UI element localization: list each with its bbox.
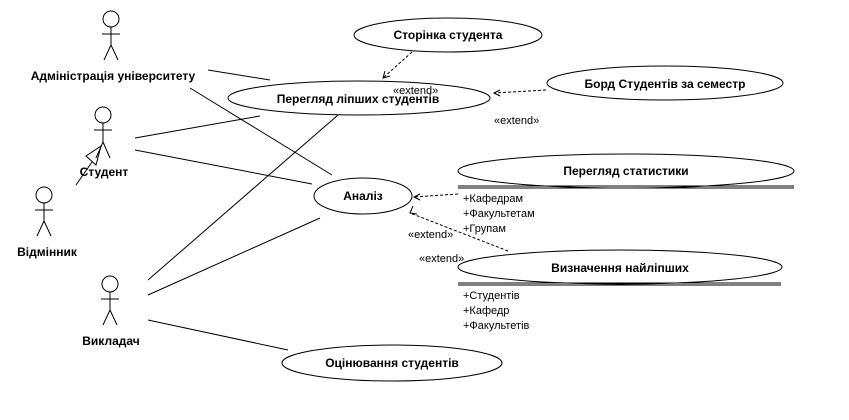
uc-board-label: Борд Студентів за семестр xyxy=(585,77,746,91)
stat-ext-point-1: +Факультетам xyxy=(463,208,535,220)
assoc-teacher-top xyxy=(147,114,339,281)
uc-analysis-label: Аналіз xyxy=(343,189,383,203)
uc-statistics-label: Перегляд статистики xyxy=(563,164,688,178)
actor-student-label: Студент xyxy=(80,165,129,179)
best-ext-point-2: +Факультетів xyxy=(463,320,530,332)
uc-analysis-shape[interactable] xyxy=(313,177,413,215)
actor-admin-icon[interactable] xyxy=(102,10,120,61)
extend-student-page xyxy=(382,51,413,79)
assoc-teacher-analysis xyxy=(147,217,321,296)
uc-best-label: Визначення найліпших xyxy=(551,261,689,275)
extend-best xyxy=(409,212,509,252)
actor-admin-label: Адміністрація університету xyxy=(31,69,196,83)
actor-teacher-label: Викладач xyxy=(82,334,139,348)
actor-student-icon[interactable] xyxy=(94,106,112,159)
actor-figures xyxy=(35,10,120,326)
assoc-admin-top xyxy=(207,69,271,81)
extend-label-board: «extend» xyxy=(494,115,539,127)
uc-student-page-label: Сторінка студента xyxy=(394,28,503,42)
stat-ext-point-2: +Групам xyxy=(463,223,506,235)
uc-top-students-label: Перегляд ліпших студентів xyxy=(277,92,440,106)
extend-arrowheads xyxy=(382,70,501,215)
extend-dependencies xyxy=(382,51,547,252)
extend-label-best: «extend» xyxy=(419,253,464,265)
stat-ext-point-0: +Кафедрам xyxy=(463,193,523,205)
extend-board xyxy=(493,89,547,94)
extend-label-student-page: «extend» xyxy=(393,85,438,97)
actor-excellent-icon[interactable] xyxy=(35,186,53,237)
use-case-shapes xyxy=(227,17,795,382)
actor-teacher-icon[interactable] xyxy=(101,275,119,326)
assoc-student-top xyxy=(134,115,261,139)
extend-label-statistics: «extend» xyxy=(408,229,453,241)
best-ext-point-0: +Студентів xyxy=(463,290,520,302)
uc-top-students-shape[interactable] xyxy=(227,80,491,116)
uc-grading-label: Оцінювання студентів xyxy=(325,356,459,370)
best-ext-point-1: +Кафедр xyxy=(463,305,509,317)
uc-student-page-shape[interactable] xyxy=(353,17,543,53)
actor-excellent-label: Відмінник xyxy=(17,245,78,259)
assoc-admin-analysis xyxy=(189,87,333,176)
uc-grading-shape[interactable] xyxy=(281,344,503,382)
generalization xyxy=(75,144,102,186)
extend-statistics xyxy=(413,193,459,198)
compartments xyxy=(458,185,794,286)
uc-board-shape[interactable] xyxy=(546,65,784,101)
assoc-teacher-grading xyxy=(147,319,289,351)
uc-best-shape[interactable] xyxy=(457,249,783,285)
associations xyxy=(134,69,339,351)
assoc-student-analysis xyxy=(134,149,313,185)
